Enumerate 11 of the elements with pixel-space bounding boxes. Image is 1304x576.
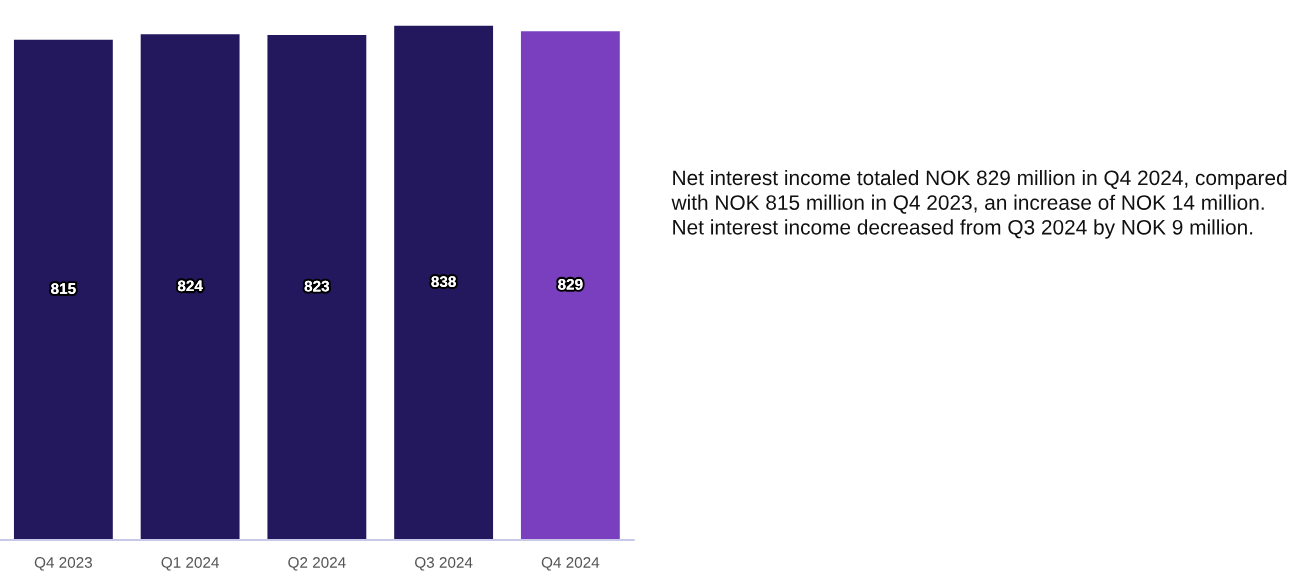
data-label: 838 bbox=[431, 276, 456, 287]
data-label: 829 bbox=[558, 278, 583, 290]
x-tick-label: Q4 2023 bbox=[34, 557, 93, 571]
x-tick-label: Q2 2024 bbox=[288, 557, 346, 571]
text: Net interest income totaled NOK 829 million in Q4 2024, compared with NOK 815 million in Q4 2023, an increase of NOK 14 million. Net interest income decreased from Q3 2024 by NOK 9 million. bbox=[671, 169, 1287, 239]
data-label: 823 bbox=[304, 280, 330, 292]
data-label: 815 bbox=[51, 283, 76, 295]
x-tick-label: Q3 2024 bbox=[415, 557, 473, 571]
data-label: 824 bbox=[177, 280, 203, 292]
x-tick-label: Q1 2024 bbox=[161, 557, 219, 571]
x-tick-label: Q4 2024 bbox=[541, 557, 600, 571]
